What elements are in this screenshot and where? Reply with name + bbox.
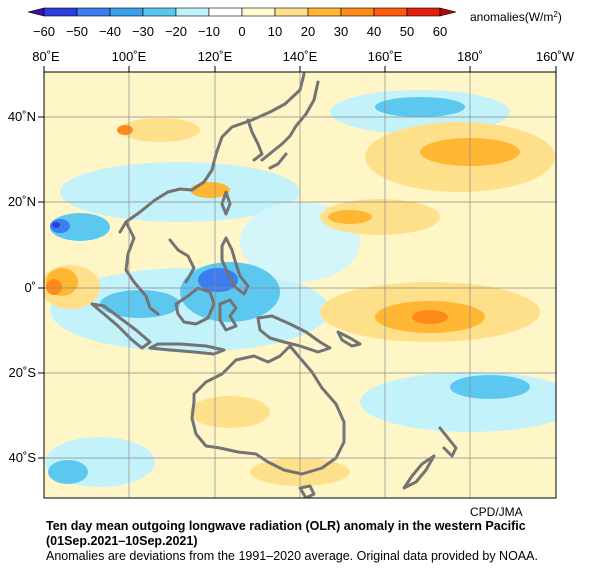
anomaly-cool-region (60, 162, 300, 222)
colorbar: −60 −50 −40 −30 −20 −10 0 10 20 30 40 50 60 anomalie… (27, 7, 562, 39)
colorbar-tick-label: −60 (33, 24, 55, 39)
lat-label: 20˚S (9, 365, 37, 380)
coastline-new-guinea (256, 314, 332, 354)
lon-label: 180˚ (457, 49, 483, 64)
anomaly-strong-warm (46, 279, 62, 295)
coastline-japan (260, 80, 320, 170)
grid-lines (44, 72, 556, 498)
coastline-tasmania (298, 484, 316, 498)
colorbar-tick-label: −50 (66, 24, 88, 39)
latitude-labels: 40˚N 20˚N 0˚ 20˚S 40˚S (8, 109, 37, 465)
colorbar-tick-label: 40 (367, 24, 381, 39)
colorbar-segment (340, 7, 375, 17)
anomaly-warm-region (190, 396, 270, 428)
olr-anomaly-map: 80˚E 100˚E 120˚E 140˚E 160˚E 180˚ 160˚W … (8, 49, 575, 499)
coastline-borneo (174, 286, 216, 326)
colorbar-segment (109, 7, 144, 17)
colorbar-tick-label: 20 (301, 24, 315, 39)
colorbar-tick-label: 60 (433, 24, 447, 39)
anomaly-strong-warm (412, 310, 448, 324)
colorbar-segment (307, 7, 342, 17)
colorbar-tick-label: 10 (268, 24, 282, 39)
lon-label: 140˚E (283, 49, 318, 64)
colorbar-segment (406, 7, 441, 17)
lon-label: 160˚E (368, 49, 403, 64)
lon-label: 100˚E (112, 49, 147, 64)
anomaly-field (44, 90, 556, 487)
colorbar-tick-label: 30 (334, 24, 348, 39)
lat-label: 20˚N (8, 194, 36, 209)
coastline-asia (118, 72, 306, 234)
coastlines (90, 72, 458, 498)
coastline-indochina (124, 220, 196, 316)
credit-label: CPD/JMA (470, 505, 523, 519)
caption-note: Anomalies are deviations from the 1991–2… (46, 549, 538, 563)
caption-title: Ten day mean outgoing longwave radiation… (46, 519, 526, 533)
anomaly-cool-core (450, 375, 530, 399)
lon-label: 160˚W (536, 49, 575, 64)
colorbar-segment (241, 7, 276, 17)
longitude-labels: 80˚E 100˚E 120˚E 140˚E 160˚E 180˚ 160˚W (32, 49, 575, 64)
colorbar-segment (142, 7, 177, 17)
colorbar-tick-label: −30 (132, 24, 154, 39)
lat-label: 40˚N (8, 109, 36, 124)
lon-label: 80˚E (32, 49, 60, 64)
lat-label: 40˚S (9, 450, 37, 465)
colorbar-segment (208, 7, 243, 17)
coastline-korea (246, 118, 264, 162)
coastline-solomon (336, 330, 362, 348)
coastline-taiwan (220, 190, 232, 216)
colorbar-segment (43, 7, 78, 17)
colorbar-tick-label: 0 (238, 24, 245, 39)
colorbar-tick-label: 50 (400, 24, 414, 39)
caption-period: (01Sep.2021–10Sep.2021) (46, 534, 198, 548)
anomaly-warm-core (328, 210, 372, 224)
anomaly-strong-warm (117, 125, 133, 135)
coastline-sulawesi (218, 298, 238, 332)
colorbar-unit-label: anomalies(W/m2) (470, 10, 562, 25)
anomaly-cool-core (375, 97, 465, 117)
colorbar-segments (27, 7, 457, 17)
colorbar-segment (373, 7, 408, 17)
coastline-java (148, 342, 226, 356)
colorbar-tick-label: −20 (165, 24, 187, 39)
colorbar-high-arrow (439, 7, 457, 17)
colorbar-tick-label: −40 (99, 24, 121, 39)
lon-label: 120˚E (198, 49, 233, 64)
colorbar-low-arrow (27, 7, 45, 17)
lat-label: 0˚ (24, 280, 36, 295)
colorbar-tick-label: −10 (198, 24, 220, 39)
coastline-sumatra (90, 302, 152, 350)
coastline-australia (190, 344, 346, 476)
axis-ticks (38, 66, 557, 459)
colorbar-segment (274, 7, 309, 17)
colorbar-tick-labels: −60 −50 −40 −30 −20 −10 0 10 20 30 40 50 60 (33, 24, 447, 39)
coastline-philippines (220, 236, 250, 296)
colorbar-segment (175, 7, 210, 17)
anomaly-strong-cool (52, 222, 60, 228)
anomaly-cool-core (48, 460, 88, 484)
anomaly-warm-region (120, 118, 200, 142)
anomaly-warm-region (320, 199, 440, 235)
coastline-new-zealand (402, 426, 458, 490)
anomaly-cool-core (100, 290, 180, 318)
colorbar-segment (76, 7, 111, 17)
